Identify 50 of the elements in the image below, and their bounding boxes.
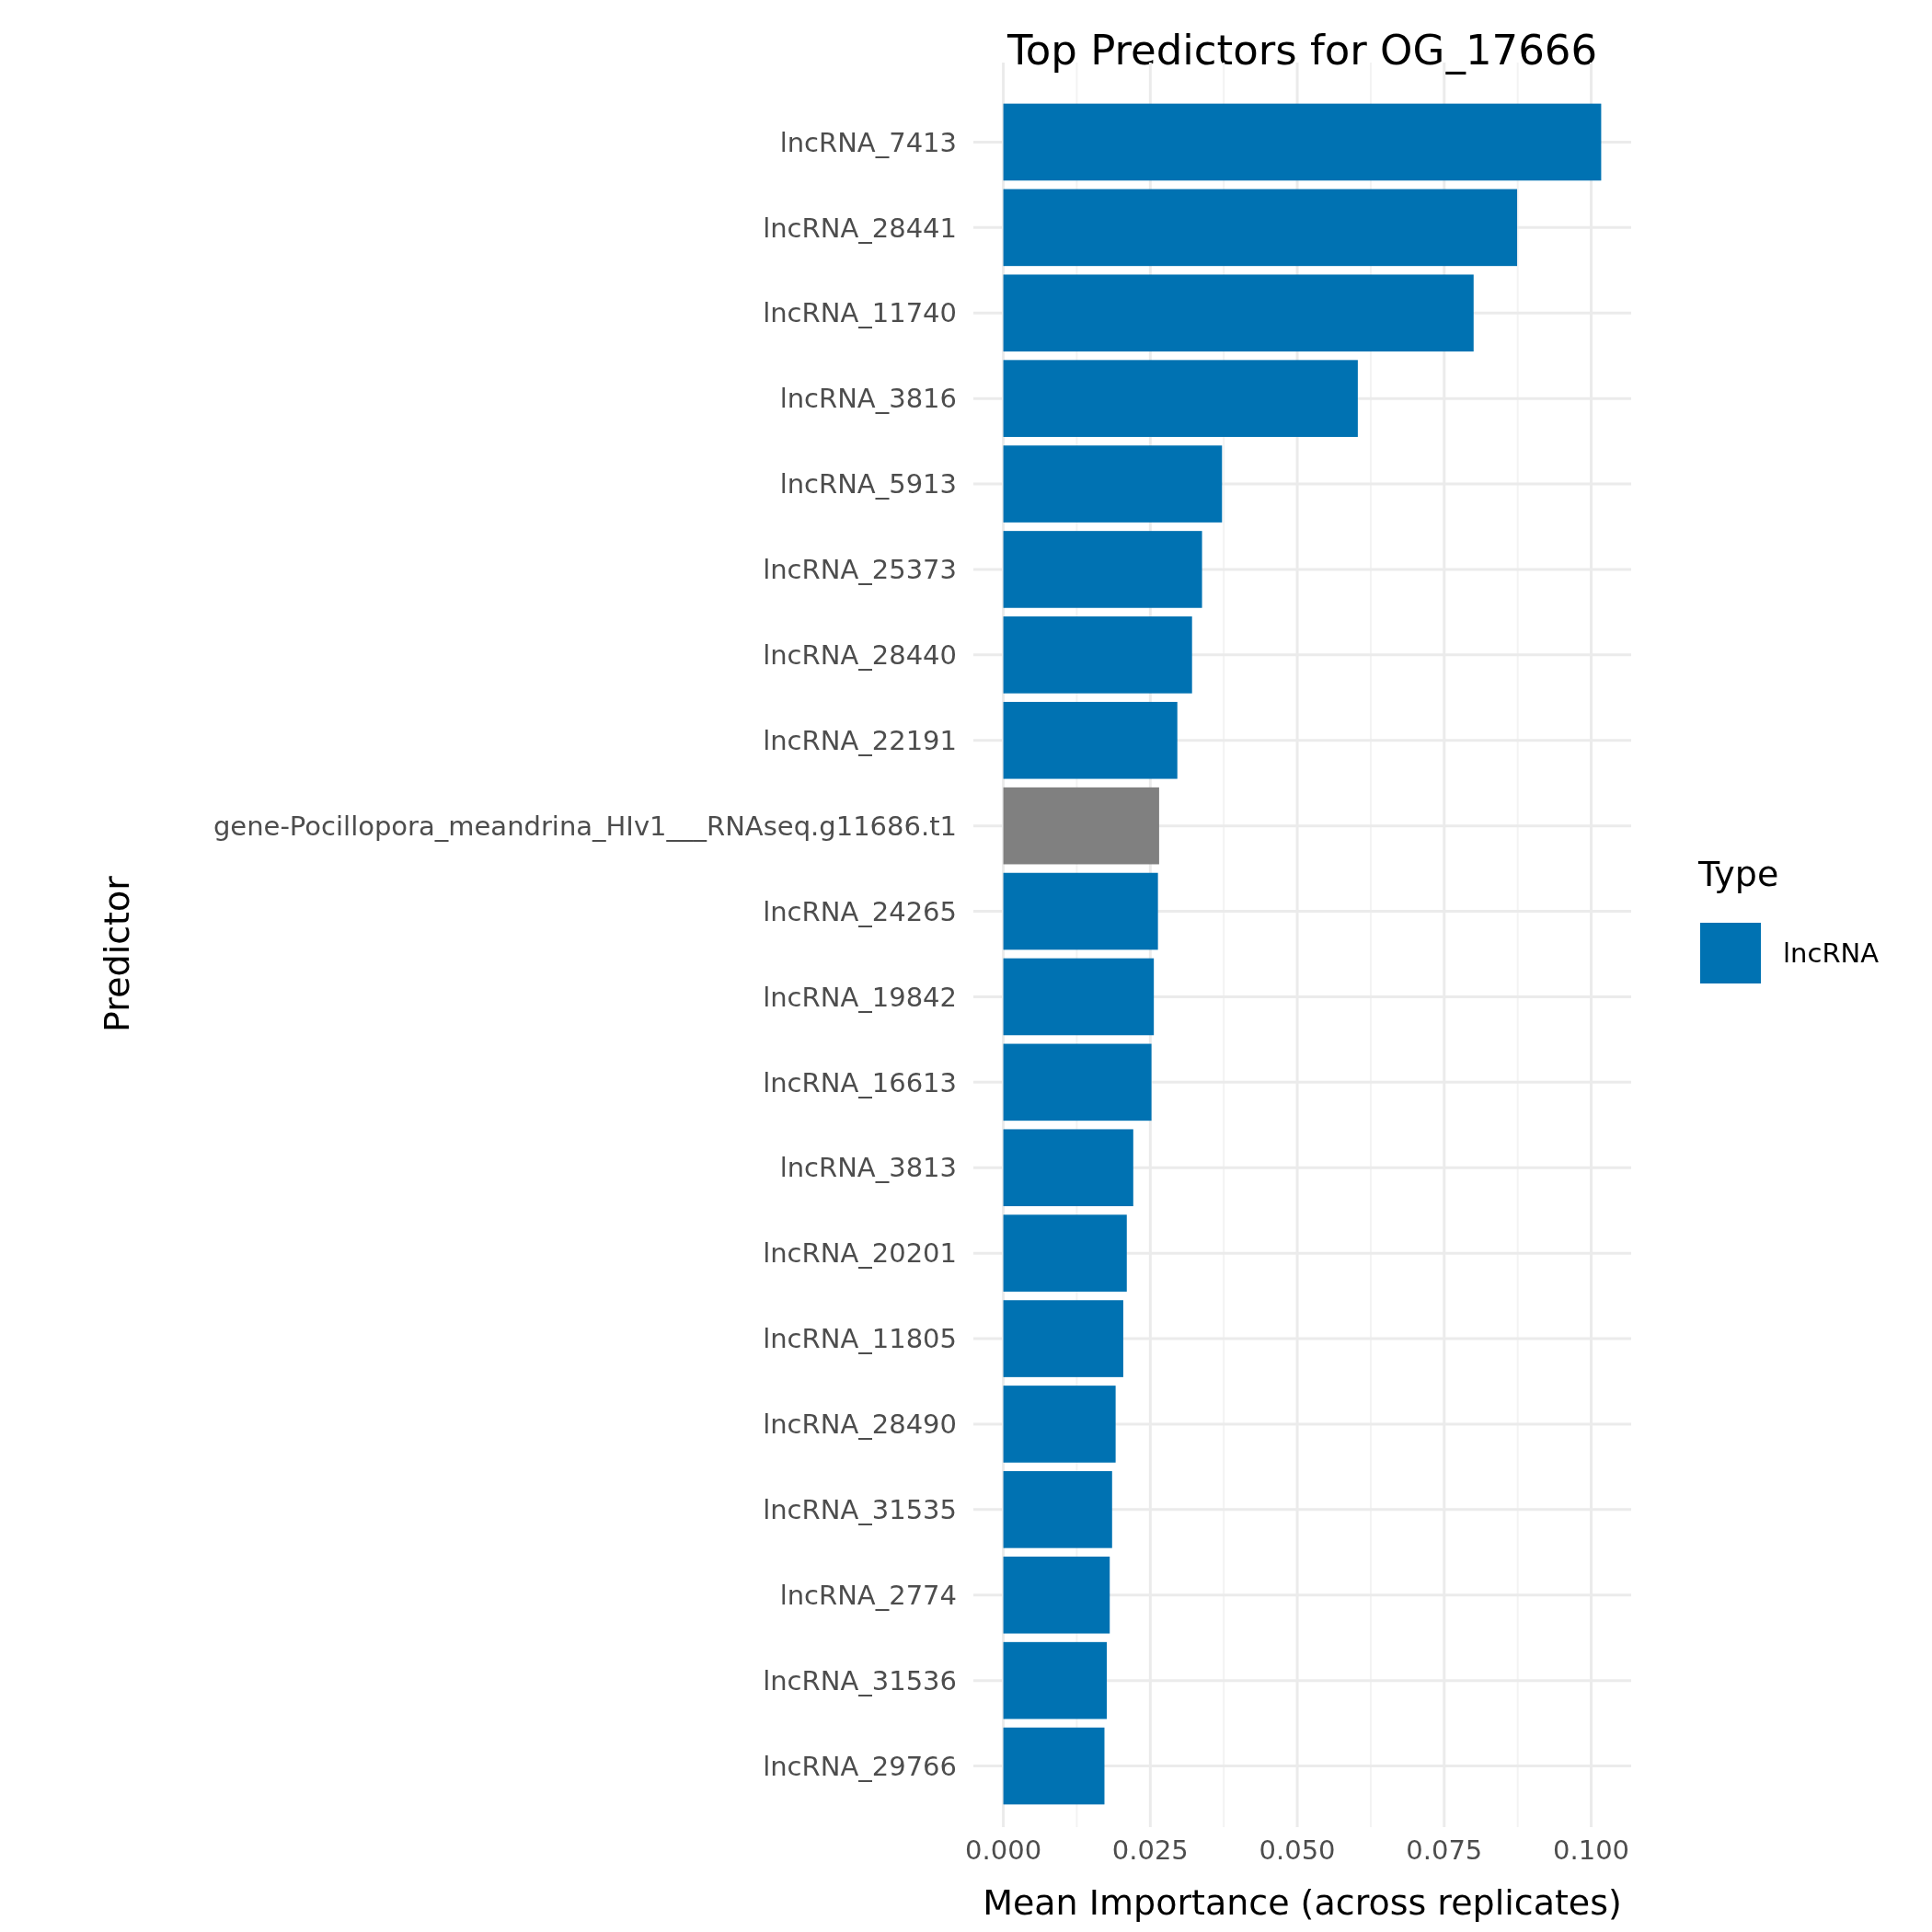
bar xyxy=(1003,872,1158,950)
bar xyxy=(1003,1641,1108,1719)
y-tick-label: lncRNA_31535 xyxy=(763,1494,957,1525)
bar xyxy=(1003,189,1518,267)
bar xyxy=(1003,1727,1105,1805)
bar xyxy=(1003,1214,1127,1292)
y-tick-label: lncRNA_16613 xyxy=(763,1066,957,1098)
y-tick-label: lncRNA_31536 xyxy=(763,1664,957,1696)
y-tick-label: lncRNA_7413 xyxy=(779,126,957,158)
y-tick-label: lncRNA_3813 xyxy=(779,1152,957,1184)
x-tick-label: 0.075 xyxy=(1406,1834,1483,1866)
bar xyxy=(1003,1471,1112,1548)
y-tick-label: lncRNA_28441 xyxy=(763,212,957,244)
y-tick-label: lncRNA_24265 xyxy=(763,895,957,927)
y-tick-label: lncRNA_28440 xyxy=(763,639,957,671)
y-tick-label: lncRNA_28490 xyxy=(763,1409,957,1441)
y-tick-label: lncRNA_11740 xyxy=(763,297,957,329)
bar xyxy=(1003,1386,1116,1463)
y-tick-label: lncRNA_22191 xyxy=(763,724,957,756)
bar xyxy=(1003,274,1474,352)
bar xyxy=(1003,103,1602,181)
x-tick-label: 0.050 xyxy=(1259,1834,1336,1866)
y-axis-title: Predictor xyxy=(97,875,137,1032)
y-tick-label: lncRNA_5913 xyxy=(779,468,957,500)
y-tick-label: lncRNA_3816 xyxy=(779,383,957,415)
y-tick-label: lncRNA_2774 xyxy=(779,1579,957,1611)
chart-title: Top Predictors for OG_17666 xyxy=(1006,26,1598,75)
y-tick-label: gene-Pocillopora_meandrina_HIv1___RNAseq.g11686.t1 xyxy=(213,810,957,842)
bar xyxy=(1003,445,1223,523)
bar xyxy=(1003,958,1155,1036)
bar xyxy=(1003,701,1178,779)
bar xyxy=(1003,1043,1152,1121)
y-tick-label: lncRNA_20201 xyxy=(763,1237,957,1270)
bar xyxy=(1003,787,1159,865)
y-tick-label: lncRNA_11805 xyxy=(763,1323,957,1355)
x-axis-title: Mean Importance (across replicates) xyxy=(983,1882,1622,1923)
y-tick-label: lncRNA_25373 xyxy=(763,554,957,586)
bar xyxy=(1003,360,1358,437)
y-tick-label: lncRNA_19842 xyxy=(763,981,957,1013)
bar xyxy=(1003,531,1202,608)
legend-label: lncRNA xyxy=(1783,937,1880,970)
x-tick-label: 0.000 xyxy=(965,1834,1042,1866)
bar xyxy=(1003,1129,1133,1207)
bar xyxy=(1003,616,1192,694)
y-tick-label: lncRNA_29766 xyxy=(763,1750,957,1782)
bar xyxy=(1003,1556,1110,1634)
bar xyxy=(1003,1300,1123,1377)
legend-title: Type xyxy=(1697,854,1779,894)
x-tick-label: 0.025 xyxy=(1111,1834,1189,1866)
x-tick-label: 0.100 xyxy=(1553,1834,1630,1866)
